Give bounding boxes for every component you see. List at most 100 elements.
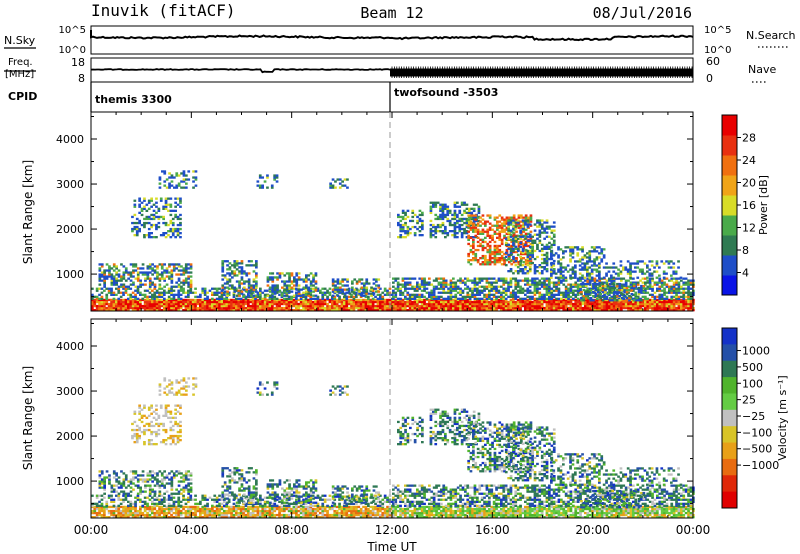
power-cell bbox=[583, 266, 587, 269]
power-cell bbox=[675, 295, 678, 298]
power-cell bbox=[206, 309, 209, 312]
power-cell bbox=[355, 295, 358, 298]
power-cell bbox=[321, 293, 325, 296]
power-cell bbox=[399, 227, 403, 231]
power-cell bbox=[411, 293, 414, 296]
power-cell bbox=[132, 281, 135, 284]
power-cell bbox=[543, 309, 546, 312]
power-cell bbox=[628, 299, 631, 302]
power-cell bbox=[187, 295, 190, 298]
power-cell bbox=[95, 287, 99, 290]
power-cell bbox=[91, 306, 94, 310]
power-cell bbox=[160, 277, 164, 280]
power-cell bbox=[184, 263, 188, 266]
power-cell bbox=[500, 242, 504, 246]
power-cell bbox=[139, 271, 142, 274]
power-cell bbox=[509, 253, 513, 257]
power-cell bbox=[543, 306, 546, 310]
power-cell bbox=[165, 302, 169, 306]
power-cell bbox=[503, 234, 506, 237]
power-cell bbox=[360, 292, 364, 295]
power-cell bbox=[447, 289, 450, 292]
power-cell bbox=[117, 291, 121, 294]
power-cell bbox=[488, 293, 491, 296]
power-cell bbox=[545, 291, 549, 294]
power-cell bbox=[509, 291, 513, 294]
power-cell bbox=[151, 281, 154, 284]
power-cell bbox=[180, 180, 183, 183]
power-cell bbox=[514, 259, 518, 263]
power-cell bbox=[514, 221, 518, 224]
power-cell bbox=[524, 248, 528, 252]
power-cell bbox=[674, 272, 678, 275]
power-cell bbox=[461, 281, 465, 284]
power-cell bbox=[474, 230, 478, 233]
power-cell bbox=[464, 277, 467, 280]
power-cell bbox=[651, 309, 654, 312]
power-cell bbox=[490, 304, 494, 308]
power-cell bbox=[180, 281, 183, 284]
power-cell bbox=[408, 277, 412, 280]
power-cell bbox=[495, 291, 498, 294]
power-cell bbox=[474, 234, 478, 237]
power-cell bbox=[514, 309, 518, 312]
power-cell bbox=[446, 217, 450, 221]
power-cell bbox=[526, 223, 530, 226]
power-cell bbox=[238, 286, 241, 289]
power-cell bbox=[158, 287, 161, 290]
power-cell bbox=[504, 291, 508, 294]
power-cell bbox=[540, 295, 544, 298]
power-cell bbox=[507, 257, 510, 261]
power-cell bbox=[500, 291, 503, 294]
power-cell bbox=[689, 281, 693, 284]
power-cell bbox=[469, 263, 473, 266]
power-cell bbox=[408, 297, 412, 300]
power-cell bbox=[91, 300, 94, 304]
power-cell bbox=[295, 300, 298, 304]
power-cell bbox=[559, 262, 563, 265]
power-cell bbox=[115, 273, 118, 276]
power-cell bbox=[430, 300, 434, 304]
power-cell bbox=[650, 274, 654, 277]
power-cell bbox=[328, 300, 332, 304]
power-cell bbox=[404, 309, 407, 312]
power-cell bbox=[680, 279, 683, 282]
power-cell bbox=[665, 283, 669, 286]
power-cell bbox=[235, 268, 239, 271]
power-cell bbox=[233, 290, 237, 293]
power-cell bbox=[668, 279, 671, 282]
power-cell bbox=[622, 266, 625, 269]
power-cell bbox=[545, 257, 549, 261]
power-cell bbox=[559, 276, 563, 279]
power-cell bbox=[141, 271, 145, 274]
power-cell bbox=[391, 293, 394, 296]
power-cell bbox=[586, 272, 589, 275]
power-cell bbox=[304, 306, 308, 310]
power-cell bbox=[394, 302, 398, 306]
power-cell bbox=[456, 309, 460, 312]
power-cell bbox=[485, 300, 489, 304]
power-cell bbox=[112, 275, 116, 278]
power-cell bbox=[545, 268, 549, 271]
power-cell bbox=[622, 304, 626, 308]
power-cell bbox=[603, 309, 606, 312]
power-cell bbox=[564, 266, 568, 269]
power-cell bbox=[687, 293, 690, 296]
power-cell bbox=[452, 309, 455, 312]
power-cell bbox=[250, 286, 253, 289]
power-cell bbox=[632, 309, 635, 312]
power-cell bbox=[297, 276, 301, 279]
power-cell bbox=[136, 275, 140, 278]
velocity-cell bbox=[103, 509, 106, 513]
power-cell bbox=[589, 288, 593, 292]
power-cell bbox=[271, 293, 274, 296]
power-cell bbox=[610, 281, 614, 284]
power-cell bbox=[434, 205, 438, 208]
power-cell bbox=[203, 291, 207, 294]
power-cell bbox=[536, 233, 539, 236]
power-cell bbox=[465, 217, 469, 221]
power-cell bbox=[484, 259, 487, 262]
power-cell bbox=[483, 285, 486, 288]
power-cell bbox=[429, 223, 433, 227]
power-cell bbox=[481, 254, 485, 258]
